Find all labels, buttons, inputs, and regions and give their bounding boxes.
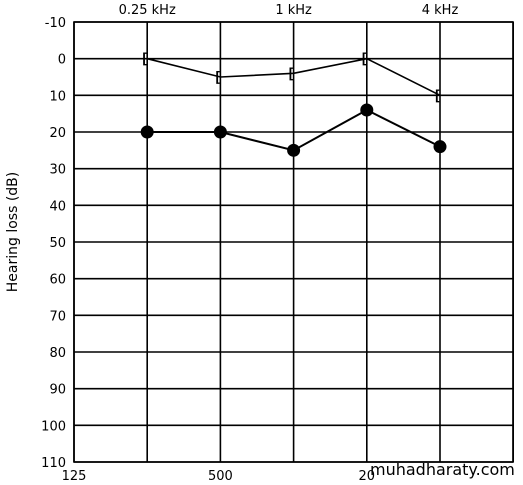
plot-grid xyxy=(73,21,515,463)
y-tick-label: 110 xyxy=(41,456,66,471)
bottom-tick-label: 20 xyxy=(359,469,376,484)
y-tick-labels: -10 0 10 20 30 40 50 60 70 80 90 100 110 xyxy=(41,16,66,471)
top-frequency-labels: 0.25 kHz 1 kHz 4 kHz xyxy=(119,3,459,18)
bottom-frequency-labels: 125 500 20 xyxy=(62,469,375,484)
bone-conduction-line xyxy=(147,57,441,97)
bottom-tick-label: 125 xyxy=(62,469,87,484)
y-tick-label: 100 xyxy=(41,419,66,434)
bottom-tick-label: 500 xyxy=(208,469,233,484)
y-tick-label: 30 xyxy=(49,163,66,178)
bone-conduction-point: [ xyxy=(287,66,295,82)
bone-conduction-point: [ xyxy=(213,70,221,86)
y-tick-label: 10 xyxy=(49,89,66,104)
y-tick-label: 0 xyxy=(58,53,66,68)
air-conduction-point xyxy=(433,140,447,154)
watermark: muhadharaty.com xyxy=(370,460,515,479)
top-tick-label: 0.25 kHz xyxy=(119,3,176,18)
air-conduction-point xyxy=(140,125,154,139)
bone-conduction-point: [ xyxy=(360,52,368,68)
air-conduction-point xyxy=(213,125,227,139)
bone-conduction-point: [ xyxy=(433,88,441,104)
top-tick-label: 4 kHz xyxy=(422,3,459,18)
air-conduction-point xyxy=(360,103,374,117)
y-tick-label: 20 xyxy=(49,126,66,141)
y-tick-label: 50 xyxy=(49,236,66,251)
y-tick-label: 70 xyxy=(49,309,66,324)
air-conduction-point xyxy=(287,143,301,157)
y-tick-label: 60 xyxy=(49,273,66,288)
y-axis-label: Hearing loss (dB) xyxy=(5,172,21,292)
y-tick-label: 40 xyxy=(49,199,66,214)
y-tick-label: -10 xyxy=(45,16,66,31)
data-series: [ [ [ [ [ xyxy=(140,52,447,157)
y-tick-label: 80 xyxy=(49,346,66,361)
bone-conduction-point: [ xyxy=(140,52,148,68)
y-tick-label: 90 xyxy=(49,383,66,398)
top-tick-label: 1 kHz xyxy=(275,3,312,18)
